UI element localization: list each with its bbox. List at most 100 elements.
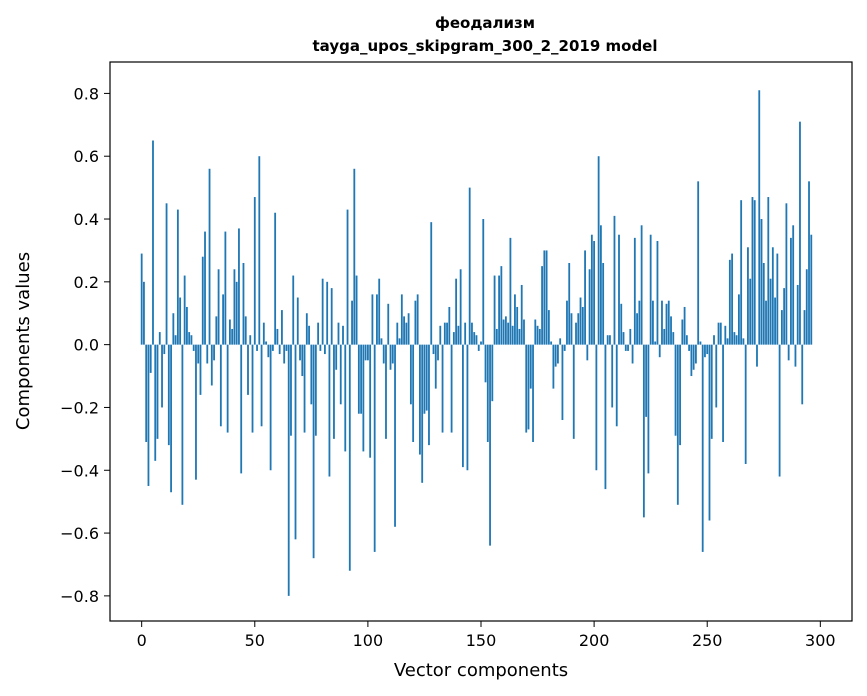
bar [199, 344, 202, 395]
bar [624, 344, 627, 351]
bar [563, 344, 566, 351]
bar [511, 325, 514, 345]
bar [260, 344, 263, 427]
bar [552, 344, 555, 389]
bar [735, 335, 738, 345]
bar [618, 234, 620, 345]
bar [507, 322, 510, 345]
bar [683, 306, 686, 345]
bar [796, 284, 799, 345]
bar [213, 344, 215, 361]
bar [224, 231, 227, 345]
bar [400, 294, 403, 345]
x-axis-ticks: 0 50 100 150 200 250 300 [137, 621, 836, 650]
bar [792, 225, 795, 345]
x-tick-label: 300 [805, 631, 836, 650]
bar [274, 212, 277, 345]
plot-frame [109, 61, 853, 622]
bar [308, 325, 310, 345]
bar [771, 247, 774, 345]
bar [163, 344, 166, 355]
bar [685, 335, 688, 345]
bar [602, 262, 605, 345]
bar [267, 344, 270, 358]
bar [663, 328, 666, 345]
bar [464, 322, 467, 345]
bar [609, 335, 611, 345]
bar [541, 266, 543, 345]
bar [380, 338, 383, 345]
bar [369, 344, 372, 458]
bar [405, 322, 408, 345]
bar [495, 328, 498, 345]
bar [310, 344, 313, 405]
bar [357, 344, 360, 414]
bar [753, 200, 756, 345]
bar [767, 197, 770, 345]
bar [312, 344, 315, 559]
bar [633, 237, 636, 345]
bar [627, 344, 629, 351]
bar [416, 294, 419, 345]
bar [631, 344, 634, 364]
bar [371, 294, 374, 345]
bar [432, 344, 435, 355]
bar [731, 253, 734, 345]
bar [794, 344, 797, 367]
bar [285, 344, 288, 351]
bar [154, 344, 157, 461]
bar [787, 344, 790, 361]
bar [785, 203, 788, 345]
bar [665, 303, 668, 345]
bar [351, 300, 353, 345]
bar [362, 344, 365, 452]
bar [448, 306, 451, 345]
bar [695, 344, 697, 364]
bar [240, 344, 243, 474]
bar [455, 278, 458, 345]
bar [477, 344, 480, 351]
bar [529, 344, 532, 389]
bar [147, 344, 150, 486]
bar [690, 344, 693, 377]
bar [688, 344, 691, 351]
bar [762, 262, 765, 345]
bar [190, 335, 193, 345]
bar [226, 344, 229, 433]
bar [615, 344, 618, 427]
bar [176, 209, 179, 345]
bar [584, 250, 586, 345]
bar [611, 344, 614, 408]
bar [525, 344, 528, 433]
bar [215, 316, 218, 345]
bar [740, 200, 743, 345]
bar [204, 231, 206, 345]
bar [434, 344, 437, 389]
bar [722, 344, 724, 442]
bar [523, 319, 525, 345]
bar [353, 168, 356, 345]
bar [642, 344, 645, 518]
bar [799, 121, 801, 345]
bar [769, 278, 772, 345]
y-tick-label: −0.2 [60, 398, 99, 417]
bar [247, 344, 249, 395]
y-tick-label: −0.4 [60, 461, 99, 480]
bar [269, 344, 272, 471]
bar [238, 228, 240, 345]
bar [201, 256, 204, 345]
bar [283, 344, 286, 364]
bar [790, 237, 792, 345]
bar [330, 288, 333, 345]
bar [317, 322, 320, 345]
bar [493, 275, 496, 345]
bar [373, 344, 376, 552]
chart-title: феодализм [435, 14, 535, 32]
x-tick-label: 0 [137, 631, 147, 650]
bar [672, 332, 675, 345]
chart-subtitle: tayga_upos_skipgram_300_2_2019 model [313, 37, 658, 55]
bar [550, 341, 553, 345]
bar [557, 344, 559, 364]
bar [566, 300, 568, 345]
bar [443, 322, 446, 345]
